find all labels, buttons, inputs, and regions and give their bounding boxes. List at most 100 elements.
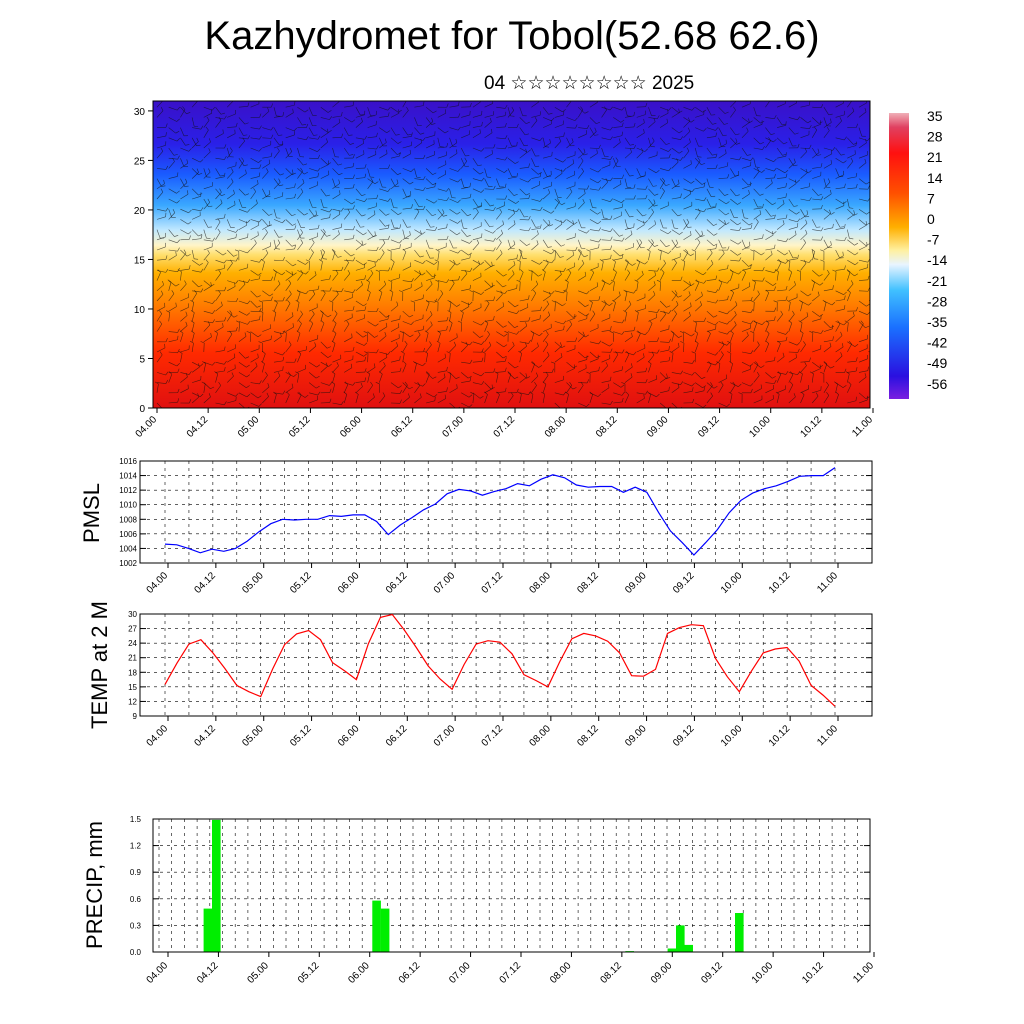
wind-barb-feather — [808, 182, 811, 187]
wind-barb — [577, 263, 585, 271]
wind-barb-feather — [247, 135, 251, 140]
wind-barb — [648, 137, 652, 147]
wind-barb — [507, 372, 515, 379]
wind-barb-feather — [294, 244, 296, 249]
wind-barb-feather — [243, 134, 248, 136]
wind-barb — [601, 164, 611, 169]
wind-barb-feather — [551, 259, 555, 264]
wind-barb — [297, 259, 306, 265]
wind-barb — [589, 341, 599, 345]
wind-barb — [367, 114, 377, 118]
wind-barb-feather — [310, 249, 314, 253]
wind-barb — [320, 323, 325, 332]
wind-barb-feather — [782, 220, 785, 225]
wind-barb — [730, 333, 734, 342]
wind-barb-feather — [688, 291, 691, 296]
wind-barb — [624, 336, 633, 343]
wind-barb-feather — [409, 181, 414, 185]
wind-barb-feather — [338, 179, 341, 184]
wind-barb — [777, 289, 787, 292]
wind-barb — [730, 127, 736, 136]
wind-barb-feather — [292, 223, 297, 226]
wind-barb — [191, 333, 195, 342]
x-tick-label: 04.12 — [185, 414, 211, 440]
wind-barb — [741, 310, 751, 313]
wind-barb — [706, 395, 713, 404]
wind-barb — [777, 299, 787, 302]
wind-barb — [285, 283, 292, 291]
wind-barb-feather — [712, 122, 717, 125]
wind-barb — [414, 127, 421, 135]
wind-barb — [648, 140, 655, 149]
wind-barb — [437, 398, 446, 404]
wind-barb — [636, 224, 645, 230]
wind-barb-feather — [690, 160, 692, 165]
wind-barb — [741, 321, 751, 325]
wind-barb — [566, 254, 575, 261]
wind-barb — [624, 126, 634, 128]
wind-barb — [402, 321, 412, 325]
wind-barb-feather — [563, 267, 566, 272]
wind-barb — [871, 208, 880, 209]
wind-barb — [215, 217, 225, 220]
wind-barb — [367, 147, 377, 150]
wind-barb-feather — [277, 280, 281, 285]
wind-barb-feather — [792, 310, 795, 315]
wind-barb-feather — [220, 301, 223, 306]
wind-barb-feather — [678, 108, 680, 113]
wind-barb-feather — [430, 226, 435, 228]
wind-barb — [226, 147, 230, 157]
wind-barb — [472, 237, 482, 241]
wind-barb-feather — [198, 193, 203, 196]
wind-barb-feather — [598, 144, 601, 149]
wind-barb — [472, 158, 479, 166]
wind-barb-feather — [809, 371, 814, 374]
wind-barb-feather — [318, 259, 323, 262]
wind-barb-feather — [185, 178, 188, 183]
wind-barb — [718, 341, 728, 346]
wind-barb — [308, 361, 317, 368]
wind-barb-feather — [503, 344, 508, 348]
wind-barb-feather — [762, 267, 765, 271]
wind-barb — [437, 127, 446, 134]
x-tick-label: 05.00 — [236, 414, 262, 440]
wind-barb — [753, 221, 759, 230]
wind-barb — [180, 376, 188, 383]
wind-barb — [706, 219, 714, 226]
wind-barb — [648, 155, 658, 159]
wind-barb-feather — [840, 153, 845, 156]
wind-barb — [800, 388, 809, 394]
wind-barb-feather — [235, 327, 238, 332]
wind-barb — [168, 161, 175, 169]
wind-barb — [461, 239, 470, 244]
wind-barb — [414, 198, 420, 207]
wind-barb-feather — [831, 302, 836, 306]
wind-barb-feather — [327, 314, 332, 318]
wind-barb — [496, 205, 505, 210]
wind-barb-feather — [782, 199, 785, 204]
wind-barb-feather — [785, 173, 788, 178]
wind-barb — [461, 270, 471, 272]
wind-barb-feather — [766, 330, 770, 334]
wind-barb-feather — [457, 250, 461, 254]
wind-barb — [788, 271, 793, 281]
wind-barb-feather — [697, 157, 701, 162]
wind-barb — [776, 223, 785, 230]
wind-barb — [262, 363, 265, 373]
wind-barb — [812, 229, 822, 232]
wind-barb-feather — [166, 310, 170, 313]
wind-barb-feather — [643, 353, 645, 358]
wind-barb-feather — [364, 198, 368, 202]
wind-barb-feather — [386, 130, 391, 134]
wind-barb — [800, 322, 803, 332]
wind-barb-feather — [839, 226, 844, 228]
wind-barb — [835, 299, 845, 302]
wind-barb-feather — [199, 393, 204, 397]
wind-barb-feather — [850, 97, 852, 100]
x-tick-label: 07.12 — [480, 570, 506, 596]
wind-barb — [437, 174, 446, 179]
wind-barb — [718, 299, 728, 302]
wind-barb-feather — [749, 363, 754, 367]
wind-barb — [871, 199, 873, 208]
wind-barb-feather — [770, 179, 773, 184]
